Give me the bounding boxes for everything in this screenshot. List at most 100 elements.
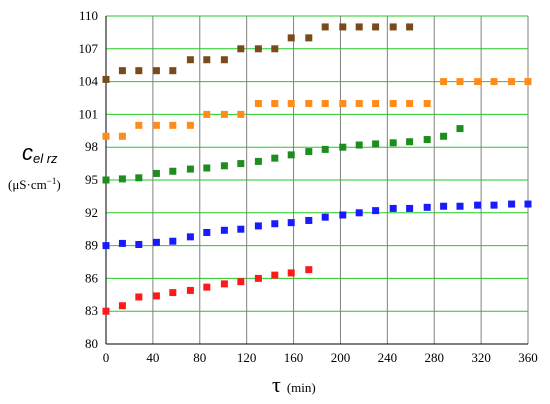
data-point	[152, 238, 160, 246]
data-point	[490, 201, 498, 209]
data-point	[440, 78, 448, 86]
data-point	[220, 280, 228, 288]
data-point	[321, 99, 329, 107]
y-axis-title: cel rz	[22, 142, 58, 170]
data-point	[423, 99, 431, 107]
data-point	[355, 23, 363, 31]
data-point	[321, 23, 329, 31]
data-point	[118, 132, 126, 140]
data-point	[490, 78, 498, 86]
x-axis-unit: (min)	[286, 380, 316, 395]
data-point	[118, 239, 126, 247]
data-point	[287, 219, 295, 227]
y-axis-unit-exponent: −1	[46, 176, 57, 186]
data-point	[152, 67, 160, 75]
data-point	[186, 165, 194, 173]
data-point	[287, 151, 295, 159]
x-tick-label: 120	[237, 350, 257, 365]
data-point	[254, 157, 262, 165]
data-point	[321, 145, 329, 153]
y-tick-label: 86	[85, 270, 99, 285]
y-tick-label: 95	[85, 172, 98, 187]
y-axis-unit: (μS·cm−1)	[8, 176, 61, 193]
data-point	[406, 204, 414, 212]
x-tick-label: 200	[331, 350, 351, 365]
y-axis-unit-suffix: )	[56, 177, 61, 192]
data-point	[372, 99, 380, 107]
data-point	[339, 23, 347, 31]
data-point	[524, 200, 532, 208]
data-point	[237, 160, 245, 168]
data-point	[372, 207, 380, 215]
data-point	[355, 209, 363, 217]
data-point	[169, 67, 177, 75]
y-tick-label: 104	[79, 74, 99, 89]
data-point	[406, 138, 414, 146]
data-point	[321, 213, 329, 221]
y-tick-label: 107	[79, 41, 99, 56]
data-point	[423, 203, 431, 211]
y-tick-label: 110	[79, 8, 98, 23]
x-tick-label: 160	[284, 350, 304, 365]
data-point	[237, 110, 245, 118]
data-point	[508, 78, 516, 86]
data-point	[305, 216, 313, 224]
y-tick-label: 98	[85, 139, 98, 154]
data-point	[102, 242, 110, 250]
x-tick-label: 360	[518, 350, 538, 365]
data-point	[508, 200, 516, 208]
data-point	[203, 56, 211, 64]
y-tick-label: 92	[85, 205, 98, 220]
x-tick-label: 240	[378, 350, 398, 365]
data-point	[254, 274, 262, 282]
data-point	[440, 132, 448, 140]
data-point	[220, 56, 228, 64]
data-point	[102, 132, 110, 140]
data-point	[474, 201, 482, 209]
y-axis-subscript: el rz	[33, 151, 58, 166]
data-point	[287, 34, 295, 42]
data-point	[169, 167, 177, 175]
data-point	[169, 237, 177, 245]
data-point	[254, 222, 262, 230]
x-tick-label: 280	[424, 350, 444, 365]
data-point	[389, 204, 397, 212]
data-point	[271, 271, 279, 279]
data-point	[135, 174, 143, 182]
data-point	[237, 45, 245, 53]
data-point	[220, 110, 228, 118]
data-point	[305, 148, 313, 156]
data-point	[203, 164, 211, 172]
data-point	[339, 211, 347, 219]
data-point	[254, 45, 262, 53]
data-point	[456, 78, 464, 86]
data-point	[152, 292, 160, 300]
data-point	[237, 278, 245, 286]
data-point	[118, 175, 126, 183]
data-point	[102, 75, 110, 83]
data-point	[339, 143, 347, 151]
data-point	[135, 241, 143, 249]
x-axis-symbol: τ	[272, 372, 281, 397]
y-axis-symbol: c	[22, 140, 33, 165]
data-point	[406, 99, 414, 107]
data-point	[305, 266, 313, 274]
data-point	[203, 283, 211, 291]
data-point	[271, 45, 279, 53]
data-point	[271, 220, 279, 228]
data-point	[152, 169, 160, 177]
data-point	[237, 225, 245, 233]
y-axis-unit-prefix: (μS·cm	[8, 177, 47, 192]
data-point	[423, 136, 431, 144]
y-tick-label: 80	[85, 336, 98, 351]
data-point	[305, 99, 313, 107]
y-tick-label: 83	[85, 303, 98, 318]
data-point	[203, 228, 211, 236]
data-point	[186, 233, 194, 241]
data-point	[305, 34, 313, 42]
data-point	[220, 226, 228, 234]
x-tick-label: 80	[193, 350, 206, 365]
data-point	[372, 140, 380, 148]
data-point	[271, 99, 279, 107]
data-point	[389, 99, 397, 107]
